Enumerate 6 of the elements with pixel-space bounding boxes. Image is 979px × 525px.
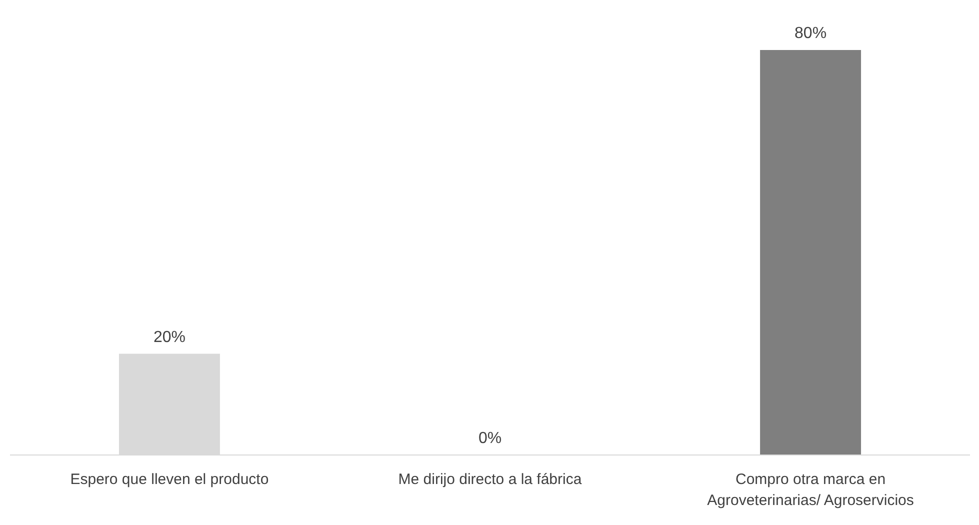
data-label: 0% bbox=[478, 430, 502, 447]
x-tick-label: Espero que lleven el producto bbox=[70, 471, 269, 488]
data-label: 80% bbox=[794, 25, 827, 42]
x-tick-label: Me dirijo directo a la fábrica bbox=[398, 471, 582, 488]
x-tick-label: Compro otra marca en Agroveterinarias/ Agroservicios bbox=[707, 471, 914, 509]
data-label: 20% bbox=[153, 328, 186, 346]
